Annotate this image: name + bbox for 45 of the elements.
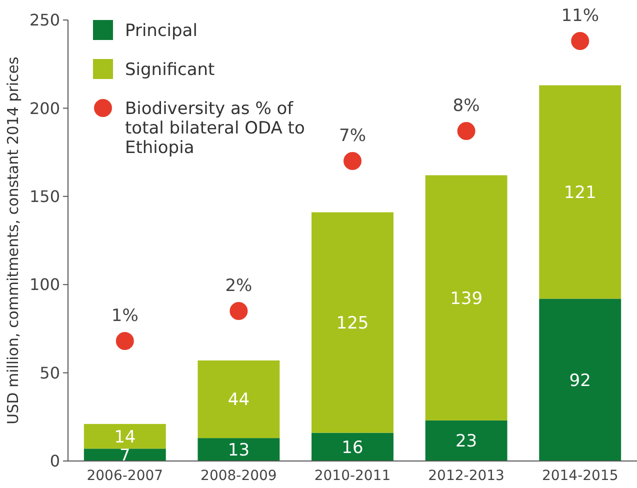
data-label: 23 [455,432,478,452]
point [114,330,136,352]
y-tick-label: 150 [29,187,60,206]
point [342,150,364,172]
x-tick-label: 2006-2007 [86,468,164,484]
data-label: 44 [228,390,250,410]
data-label: 2% [225,276,252,296]
legend-label: Principal [125,20,198,41]
bar [539,85,622,299]
data-label: 8% [452,96,480,116]
x-tick-label: 2008-2009 [200,468,277,484]
y-axis-title: USD million, commitments, constant 2014 prices [4,56,22,424]
data-label: 139 [450,288,483,309]
data-label: 125 [336,313,369,334]
data-label: 11% [561,6,599,26]
legend-label: Significant [125,60,216,80]
legend-label: Biodiversity as % of total bilateral ODA to Ethiopia [125,98,305,158]
data-label: 121 [564,182,596,203]
bar [198,438,280,461]
data-label: 7% [339,126,366,146]
bar [84,424,166,449]
x-tick-label: 2014-2015 [542,468,618,484]
point [228,300,250,322]
x-tick-label: 2012-2013 [428,468,504,484]
bar [198,360,280,438]
bar [425,420,508,461]
bar [84,448,166,461]
bar [312,212,394,433]
point [455,120,478,142]
data-label: 13 [228,440,250,460]
data-label: 7 [119,446,130,466]
y-tick-label: 50 [40,363,60,382]
x-tick-label: 2010-2011 [314,468,391,484]
y-tick-label: 250 [29,10,60,30]
y-tick-label: 0 [50,452,60,471]
bar [312,432,394,461]
data-label: 92 [569,370,591,391]
y-tick-label: 200 [29,98,60,118]
y-tick-label: 100 [29,275,60,294]
data-label: 14 [114,427,136,448]
data-label: 16 [342,438,364,458]
bar [425,175,508,420]
point [569,30,592,52]
bar [539,298,622,461]
data-label: 1% [111,306,138,326]
